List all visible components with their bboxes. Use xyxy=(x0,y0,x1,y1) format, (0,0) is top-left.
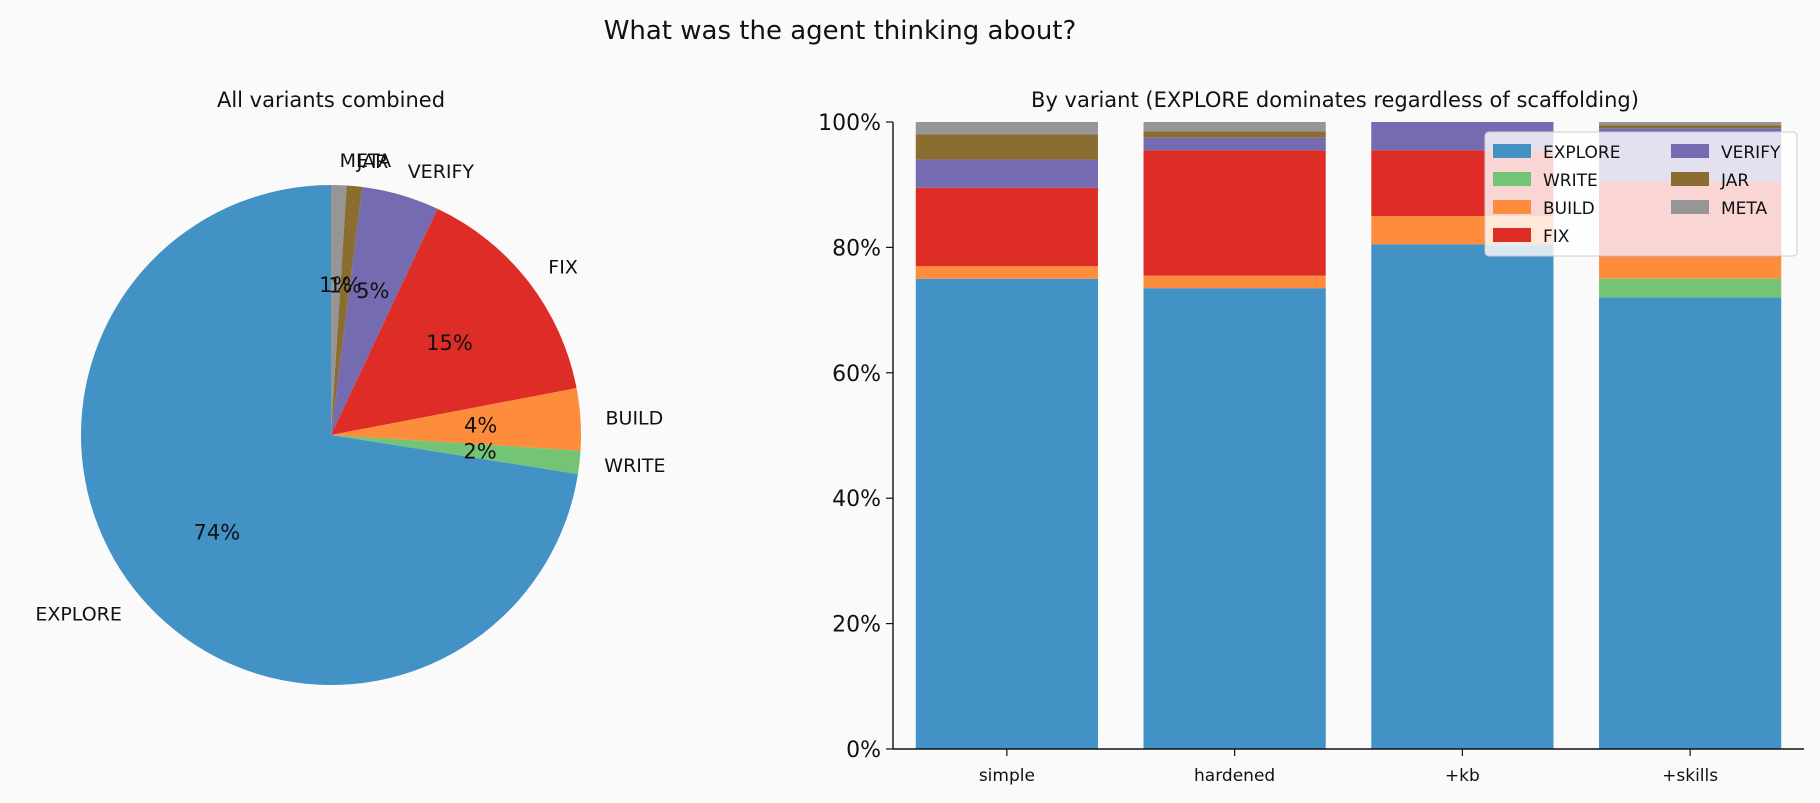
bar-segment-simple-explore xyxy=(915,278,1098,749)
bar-segment-skills-jar xyxy=(1599,125,1782,129)
legend-swatch-build xyxy=(1493,200,1531,214)
bar-segment-skills-build xyxy=(1599,256,1782,279)
x-tick-label-simple: simple xyxy=(979,766,1035,786)
legend-swatch-meta xyxy=(1671,200,1709,214)
stacked-bar-chart: By variant (EXPLORE dominates regardless… xyxy=(818,88,1804,786)
pie-slice-explore xyxy=(80,185,578,686)
pie-pct-label-verify: 5% xyxy=(356,279,389,303)
x-tick-label-kb: +kb xyxy=(1445,766,1480,786)
legend-label-build: BUILD xyxy=(1543,199,1595,219)
bar-segment-simple-fix xyxy=(915,187,1098,267)
bar-axes: simple hardened +kb +skills 0% 20% 40% 60% 80% 10… xyxy=(818,111,1804,786)
pie-pct-label-jar: 1% xyxy=(328,274,361,298)
bar-segment-simple-jar xyxy=(915,134,1098,160)
pie-pct-label-explore: 74% xyxy=(194,520,241,544)
bar-segment-hardened-explore xyxy=(1143,288,1326,749)
legend-swatch-explore xyxy=(1493,144,1531,158)
y-tick-label-40: 40% xyxy=(832,487,881,512)
pie-labels: 1% META 1% JAR 5% VERIFY 15% FIX 4% BUILD 2% WRITE 7… xyxy=(35,150,665,625)
y-tick-label-80: 80% xyxy=(832,236,881,261)
bar-segment-skills-explore xyxy=(1599,297,1782,749)
pie-slice-verify xyxy=(331,186,438,435)
bar-segment-skills-meta xyxy=(1599,122,1782,126)
pie-slice-jar xyxy=(331,185,363,435)
pie-category-label-fix: FIX xyxy=(548,257,578,279)
bar-segment-simple-build xyxy=(915,266,1098,279)
pie-chart: All variants combined 1% META 1% JAR 5% VERIF… xyxy=(35,88,666,686)
bar-segment-hardened-jar xyxy=(1143,131,1326,138)
figure-title: What was the agent thinking about? xyxy=(604,16,1077,46)
pie-category-label-meta: META xyxy=(340,150,392,172)
y-tick-label-0: 0% xyxy=(846,738,881,763)
pie-category-label-jar: JAR xyxy=(356,151,388,173)
y-tick-label-60: 60% xyxy=(832,362,881,387)
pie-category-label-build: BUILD xyxy=(606,408,664,430)
y-tick-label-20: 20% xyxy=(832,613,881,638)
legend-box xyxy=(1484,131,1798,257)
y-tick-label-100: 100% xyxy=(818,111,881,136)
pie-slices xyxy=(80,185,582,686)
x-tick-label-hardened: hardened xyxy=(1194,766,1275,786)
pie-slice-meta xyxy=(331,185,347,435)
legend-label-verify: VERIFY xyxy=(1721,143,1781,163)
pie-pct-label-build: 4% xyxy=(464,414,497,438)
pie-slice-build xyxy=(331,388,582,451)
bar-segment-hardened-verify xyxy=(1143,137,1326,151)
pie-category-label-explore: EXPLORE xyxy=(35,604,122,626)
legend-swatch-jar xyxy=(1671,172,1709,186)
pie-category-label-write: WRITE xyxy=(604,455,665,477)
legend-swatch-fix xyxy=(1493,228,1531,242)
legend-label-write: WRITE xyxy=(1543,171,1598,191)
pie-pct-label-meta: 1% xyxy=(319,273,352,297)
legend-label-jar: JAR xyxy=(1720,171,1749,191)
pie-category-label-verify: VERIFY xyxy=(408,161,475,183)
legend-label-explore: EXPLORE xyxy=(1543,143,1620,163)
pie-slice-fix xyxy=(331,208,577,435)
pie-pct-label-write: 2% xyxy=(463,440,496,464)
bar-segment-simple-verify xyxy=(915,159,1098,188)
bar-segment-simple-meta xyxy=(915,122,1098,135)
bar-segment-hardened-fix xyxy=(1143,150,1326,276)
pie-pct-label-fix: 15% xyxy=(426,331,473,355)
pie-title: All variants combined xyxy=(217,88,445,112)
pie-slice-write xyxy=(331,435,581,475)
x-tick-label-skills: +skills xyxy=(1662,766,1718,786)
legend: EXPLORE WRITE BUILD FIX VERIFY JAR META xyxy=(1484,131,1798,257)
legend-label-fix: FIX xyxy=(1543,227,1570,247)
bar-segment-kb-explore xyxy=(1371,244,1554,749)
bar-segment-hardened-meta xyxy=(1143,122,1326,132)
legend-label-meta: META xyxy=(1721,199,1767,219)
legend-swatch-write xyxy=(1493,172,1531,186)
legend-swatch-verify xyxy=(1671,144,1709,158)
bar-segment-skills-write xyxy=(1599,278,1782,298)
bar-segment-hardened-build xyxy=(1143,275,1326,289)
bar-chart-title: By variant (EXPLORE dominates regardless… xyxy=(1031,88,1639,112)
